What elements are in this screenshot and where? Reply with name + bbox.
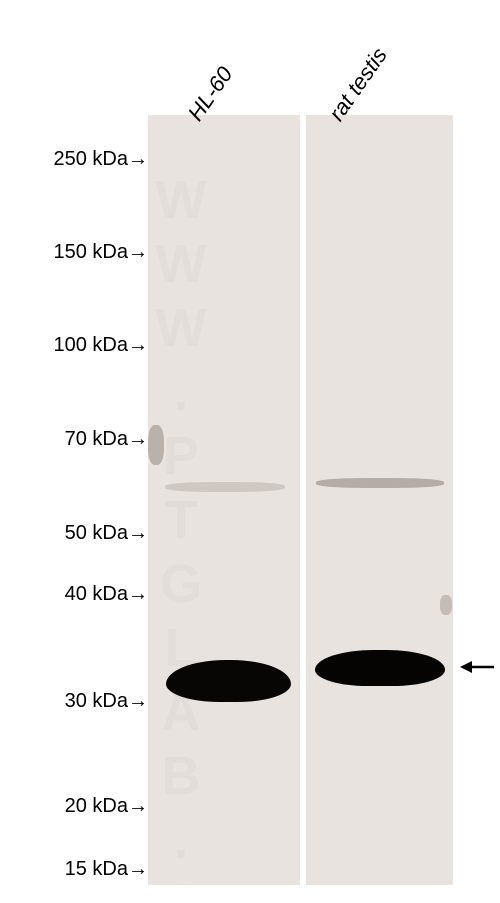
ladder-100: 100 kDa→	[54, 334, 149, 357]
ladder-70: 70 kDa→	[65, 428, 148, 451]
edge-smudge	[148, 425, 164, 465]
ladder-150: 150 kDa→	[54, 241, 149, 264]
edge-artifact-lane2	[440, 595, 452, 615]
ladder-250: 250 kDa→	[54, 148, 149, 171]
main-band-lane2	[315, 650, 445, 686]
blot-membrane: WWW.PTGLAB.COM	[148, 115, 453, 885]
lane-header-2: rat testis	[324, 43, 393, 126]
ladder-40: 40 kDa→	[65, 583, 148, 606]
main-band-lane1	[166, 660, 291, 702]
ladder-30: 30 kDa→	[65, 690, 148, 713]
faint-band-lane1	[165, 482, 285, 492]
faint-band-lane2	[316, 478, 444, 488]
lane-divider	[300, 115, 306, 885]
band-arrow	[460, 658, 496, 681]
ladder-20: 20 kDa→	[65, 795, 148, 818]
figure-container: WWW.PTGLAB.COM HL-60 rat testis 250 kDa→…	[0, 0, 500, 903]
ladder-50: 50 kDa→	[65, 522, 148, 545]
watermark-text: WWW.PTGLAB.COM	[150, 170, 212, 885]
ladder-15: 15 kDa→	[65, 858, 148, 881]
